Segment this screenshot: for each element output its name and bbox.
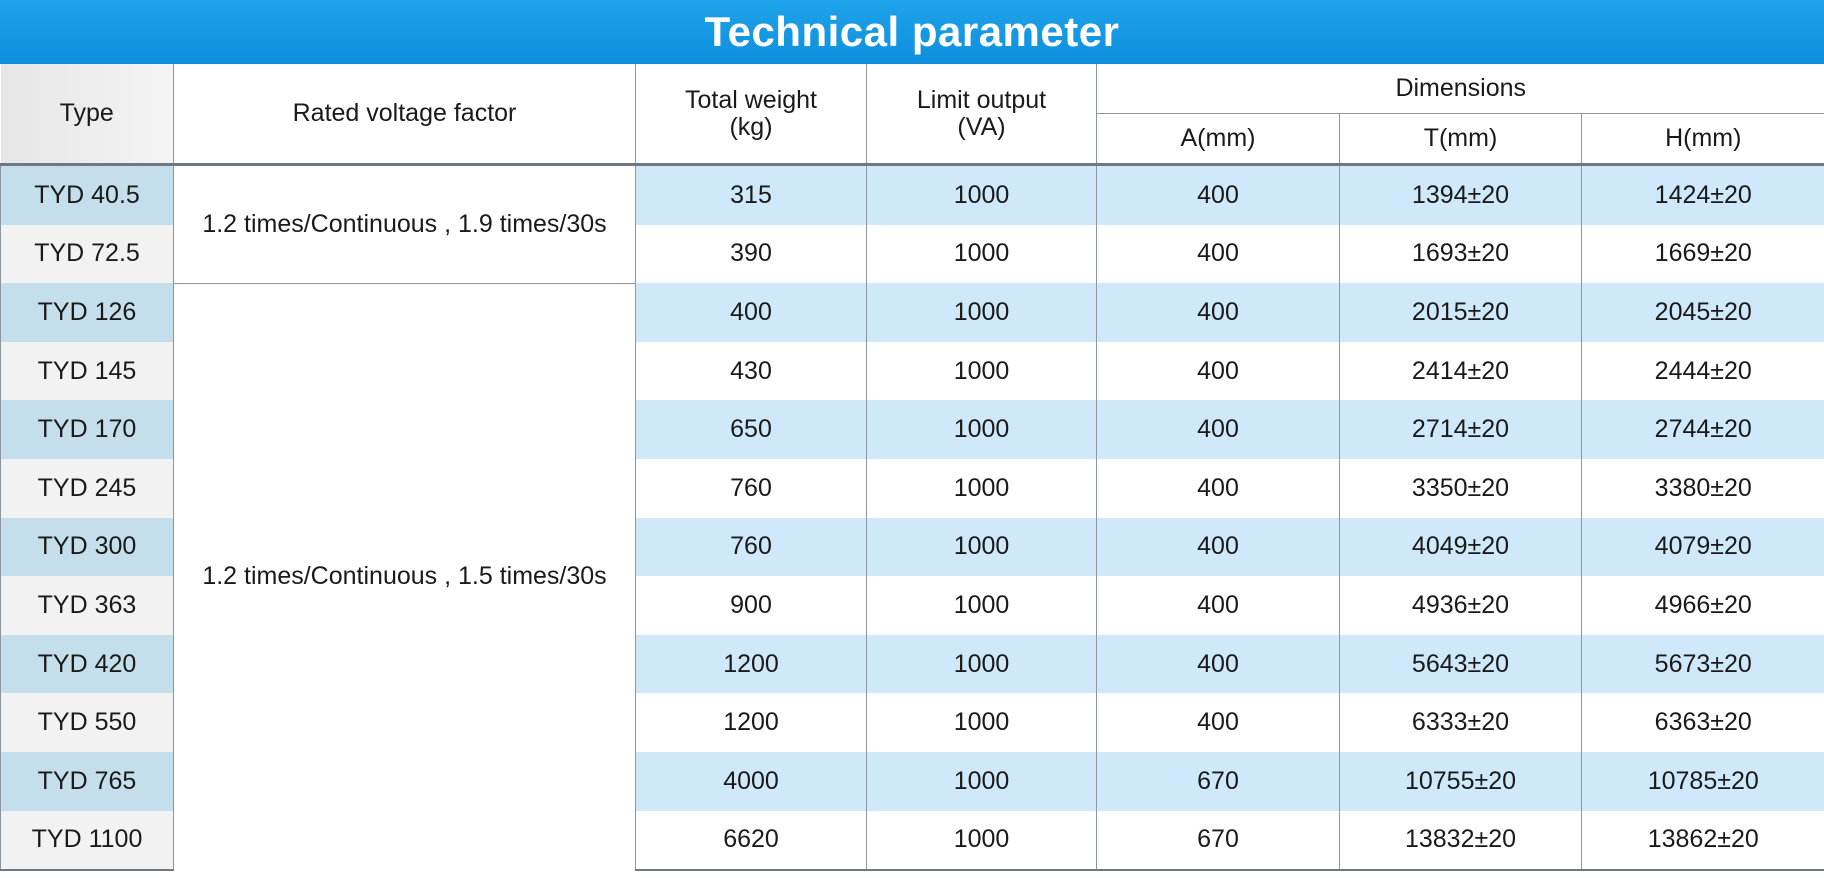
- a-cell: 400: [1096, 400, 1340, 459]
- type-cell: TYD 1100: [0, 810, 174, 872]
- t-cell: 6333±20: [1339, 693, 1582, 752]
- h-cell: 6363±20: [1581, 693, 1824, 752]
- table-row: TYD 40.5 1.2 times/Continuous , 1.9 times…: [0, 164, 1824, 284]
- h-cell: 4966±20: [1581, 576, 1824, 635]
- output-cell: 1000: [866, 400, 1097, 459]
- header-weight: Total weight (kg): [635, 64, 867, 166]
- header-output: Limit output (VA): [866, 64, 1097, 166]
- t-cell: 3350±20: [1339, 458, 1582, 518]
- h-cell: 10785±20: [1581, 751, 1824, 811]
- weight-cell: 760: [635, 458, 867, 518]
- type-cell: TYD 420: [0, 634, 174, 694]
- table-row: TYD 72.5 390 1000 400 1693±20 1669±20: [0, 224, 1824, 284]
- t-cell: 4049±20: [1339, 517, 1582, 577]
- parameter-table: Type Rated voltage factor Total weight (…: [0, 64, 1824, 872]
- output-cell: 1000: [866, 341, 1097, 401]
- table-row: TYD 420 1200 1000 400 5643±20 5673±20: [0, 634, 1824, 694]
- a-cell: 400: [1096, 517, 1340, 577]
- a-cell: 670: [1096, 810, 1340, 872]
- weight-cell: 4000: [635, 751, 867, 811]
- table-row: TYD 550 1200 1000 400 6333±20 6363±20: [0, 693, 1824, 752]
- header-factor: Rated voltage factor: [173, 64, 636, 166]
- table-row: TYD 765 4000 1000 670 10755±20 10785±20: [0, 751, 1824, 811]
- type-cell: TYD 72.5: [0, 224, 174, 284]
- weight-cell: 400: [635, 283, 867, 342]
- output-cell: 1000: [866, 576, 1097, 635]
- t-cell: 1394±20: [1339, 164, 1582, 225]
- weight-cell: 315: [635, 164, 867, 225]
- h-cell: 3380±20: [1581, 458, 1824, 518]
- h-cell: 2045±20: [1581, 283, 1824, 342]
- type-cell: TYD 765: [0, 751, 174, 811]
- h-cell: 13862±20: [1581, 810, 1824, 872]
- t-cell: 4936±20: [1339, 576, 1582, 635]
- type-cell: TYD 363: [0, 576, 174, 635]
- title-banner: Technical parameter: [0, 0, 1824, 64]
- output-cell: 1000: [866, 693, 1097, 752]
- weight-cell: 1200: [635, 693, 867, 752]
- output-cell: 1000: [866, 810, 1097, 872]
- t-cell: 10755±20: [1339, 751, 1582, 811]
- type-cell: TYD 126: [0, 283, 174, 342]
- t-cell: 2015±20: [1339, 283, 1582, 342]
- a-cell: 400: [1096, 224, 1340, 284]
- table-row: TYD 126 1.2 times/Continuous , 1.5 times/…: [0, 283, 1824, 871]
- t-cell: 2714±20: [1339, 400, 1582, 459]
- table-row: TYD 363 900 1000 400 4936±20 4966±20: [0, 576, 1824, 635]
- output-cell: 1000: [866, 283, 1097, 342]
- h-cell: 1424±20: [1581, 164, 1824, 225]
- a-cell: 400: [1096, 283, 1340, 342]
- weight-cell: 390: [635, 224, 867, 284]
- h-cell: 2444±20: [1581, 341, 1824, 401]
- t-cell: 2414±20: [1339, 341, 1582, 401]
- h-cell: 5673±20: [1581, 634, 1824, 694]
- type-cell: TYD 145: [0, 341, 174, 401]
- a-cell: 400: [1096, 693, 1340, 752]
- table-body: TYD 40.5 1.2 times/Continuous , 1.9 times…: [0, 164, 1824, 872]
- weight-cell: 430: [635, 341, 867, 401]
- table-header: Type Rated voltage factor Total weight (…: [0, 64, 1824, 166]
- a-cell: 670: [1096, 751, 1340, 811]
- weight-cell: 900: [635, 576, 867, 635]
- output-cell: 1000: [866, 517, 1097, 577]
- weight-cell: 6620: [635, 810, 867, 872]
- h-cell: 1669±20: [1581, 224, 1824, 284]
- type-cell: TYD 40.5: [0, 164, 174, 225]
- table-row: TYD 1100 6620 1000 670 13832±20 13862±20: [0, 810, 1824, 872]
- output-cell: 1000: [866, 634, 1097, 694]
- weight-cell: 1200: [635, 634, 867, 694]
- type-cell: TYD 300: [0, 517, 174, 577]
- header-h: H(mm): [1581, 113, 1824, 166]
- a-cell: 400: [1096, 576, 1340, 635]
- t-cell: 1693±20: [1339, 224, 1582, 284]
- type-cell: TYD 550: [0, 693, 174, 752]
- weight-cell: 760: [635, 517, 867, 577]
- voltage-factor-cell: 1.2 times/Continuous , 1.5 times/30s: [173, 283, 636, 871]
- type-cell: TYD 245: [0, 458, 174, 518]
- a-cell: 400: [1096, 634, 1340, 694]
- voltage-factor-cell: 1.2 times/Continuous , 1.9 times/30s: [173, 164, 636, 284]
- header-t: T(mm): [1339, 113, 1582, 166]
- a-cell: 400: [1096, 458, 1340, 518]
- weight-cell: 650: [635, 400, 867, 459]
- h-cell: 2744±20: [1581, 400, 1824, 459]
- h-cell: 4079±20: [1581, 517, 1824, 577]
- output-cell: 1000: [866, 458, 1097, 518]
- table-row: TYD 145 430 1000 400 2414±20 2444±20: [0, 341, 1824, 401]
- type-cell: TYD 170: [0, 400, 174, 459]
- output-cell: 1000: [866, 751, 1097, 811]
- t-cell: 13832±20: [1339, 810, 1582, 872]
- output-cell: 1000: [866, 164, 1097, 225]
- t-cell: 5643±20: [1339, 634, 1582, 694]
- output-cell: 1000: [866, 224, 1097, 284]
- table-row: TYD 300 760 1000 400 4049±20 4079±20: [0, 517, 1824, 577]
- a-cell: 400: [1096, 341, 1340, 401]
- header-type: Type: [0, 64, 174, 166]
- table-row: TYD 170 650 1000 400 2714±20 2744±20: [0, 400, 1824, 459]
- header-a: A(mm): [1096, 113, 1340, 166]
- a-cell: 400: [1096, 164, 1340, 225]
- page-title: Technical parameter: [704, 8, 1120, 55]
- header-dimensions: Dimensions: [1096, 64, 1824, 114]
- table-row: TYD 245 760 1000 400 3350±20 3380±20: [0, 458, 1824, 518]
